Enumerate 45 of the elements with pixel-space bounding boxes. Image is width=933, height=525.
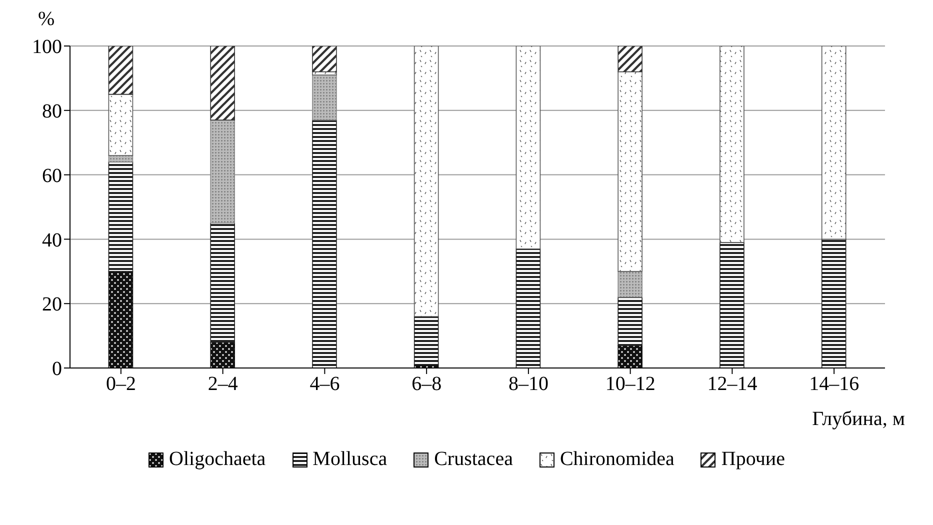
- x-tick-label: 8–10: [508, 373, 548, 396]
- x-tick-label: 6–8: [412, 373, 442, 396]
- y-tick-label: 60: [42, 164, 62, 187]
- bar: [618, 345, 642, 368]
- bar: [414, 316, 439, 366]
- bar: [210, 46, 235, 120]
- x-axis-title: Глубина, м: [812, 408, 905, 431]
- x-tick-label: 12–14: [707, 373, 758, 396]
- y-tick-label: 80: [42, 100, 62, 122]
- y-tick-label: 0: [52, 358, 62, 380]
- bar: [108, 46, 134, 95]
- y-axis-title: %: [38, 8, 55, 31]
- bar: [516, 248, 541, 368]
- bar: [618, 296, 642, 346]
- bar: [414, 46, 439, 317]
- bar: [210, 342, 235, 368]
- x-tick-label: 4–6: [310, 373, 340, 396]
- y-tick-label: 100: [32, 36, 62, 58]
- legend-label: Crustacea: [434, 448, 513, 471]
- bar: [312, 74, 337, 120]
- x-tick-label: 10–12: [605, 373, 656, 396]
- bar: [108, 271, 134, 368]
- bar: [618, 271, 642, 298]
- bar: [618, 46, 642, 72]
- bar: [210, 120, 235, 224]
- bar: [821, 46, 846, 240]
- y-tick-label: 20: [42, 294, 62, 316]
- bar: [108, 94, 134, 156]
- bar: [720, 242, 744, 368]
- bar: [312, 46, 337, 72]
- x-tick-label: 0–2: [106, 373, 136, 396]
- bar: [821, 238, 846, 368]
- y-tick-label: 40: [42, 229, 62, 252]
- legend-label: Прочие: [721, 448, 785, 471]
- bar: [720, 46, 744, 243]
- bar: [618, 71, 642, 272]
- bar: [210, 222, 235, 343]
- bar: [108, 162, 134, 272]
- x-tick-label: 2–4: [208, 373, 238, 396]
- legend-label: Chironomidea: [560, 448, 674, 471]
- legend-label: Oligochaeta: [169, 448, 266, 471]
- x-tick-label: 14–16: [809, 373, 860, 396]
- bar: [312, 120, 337, 368]
- bar: [516, 46, 541, 250]
- legend-label: Mollusca: [312, 448, 388, 471]
